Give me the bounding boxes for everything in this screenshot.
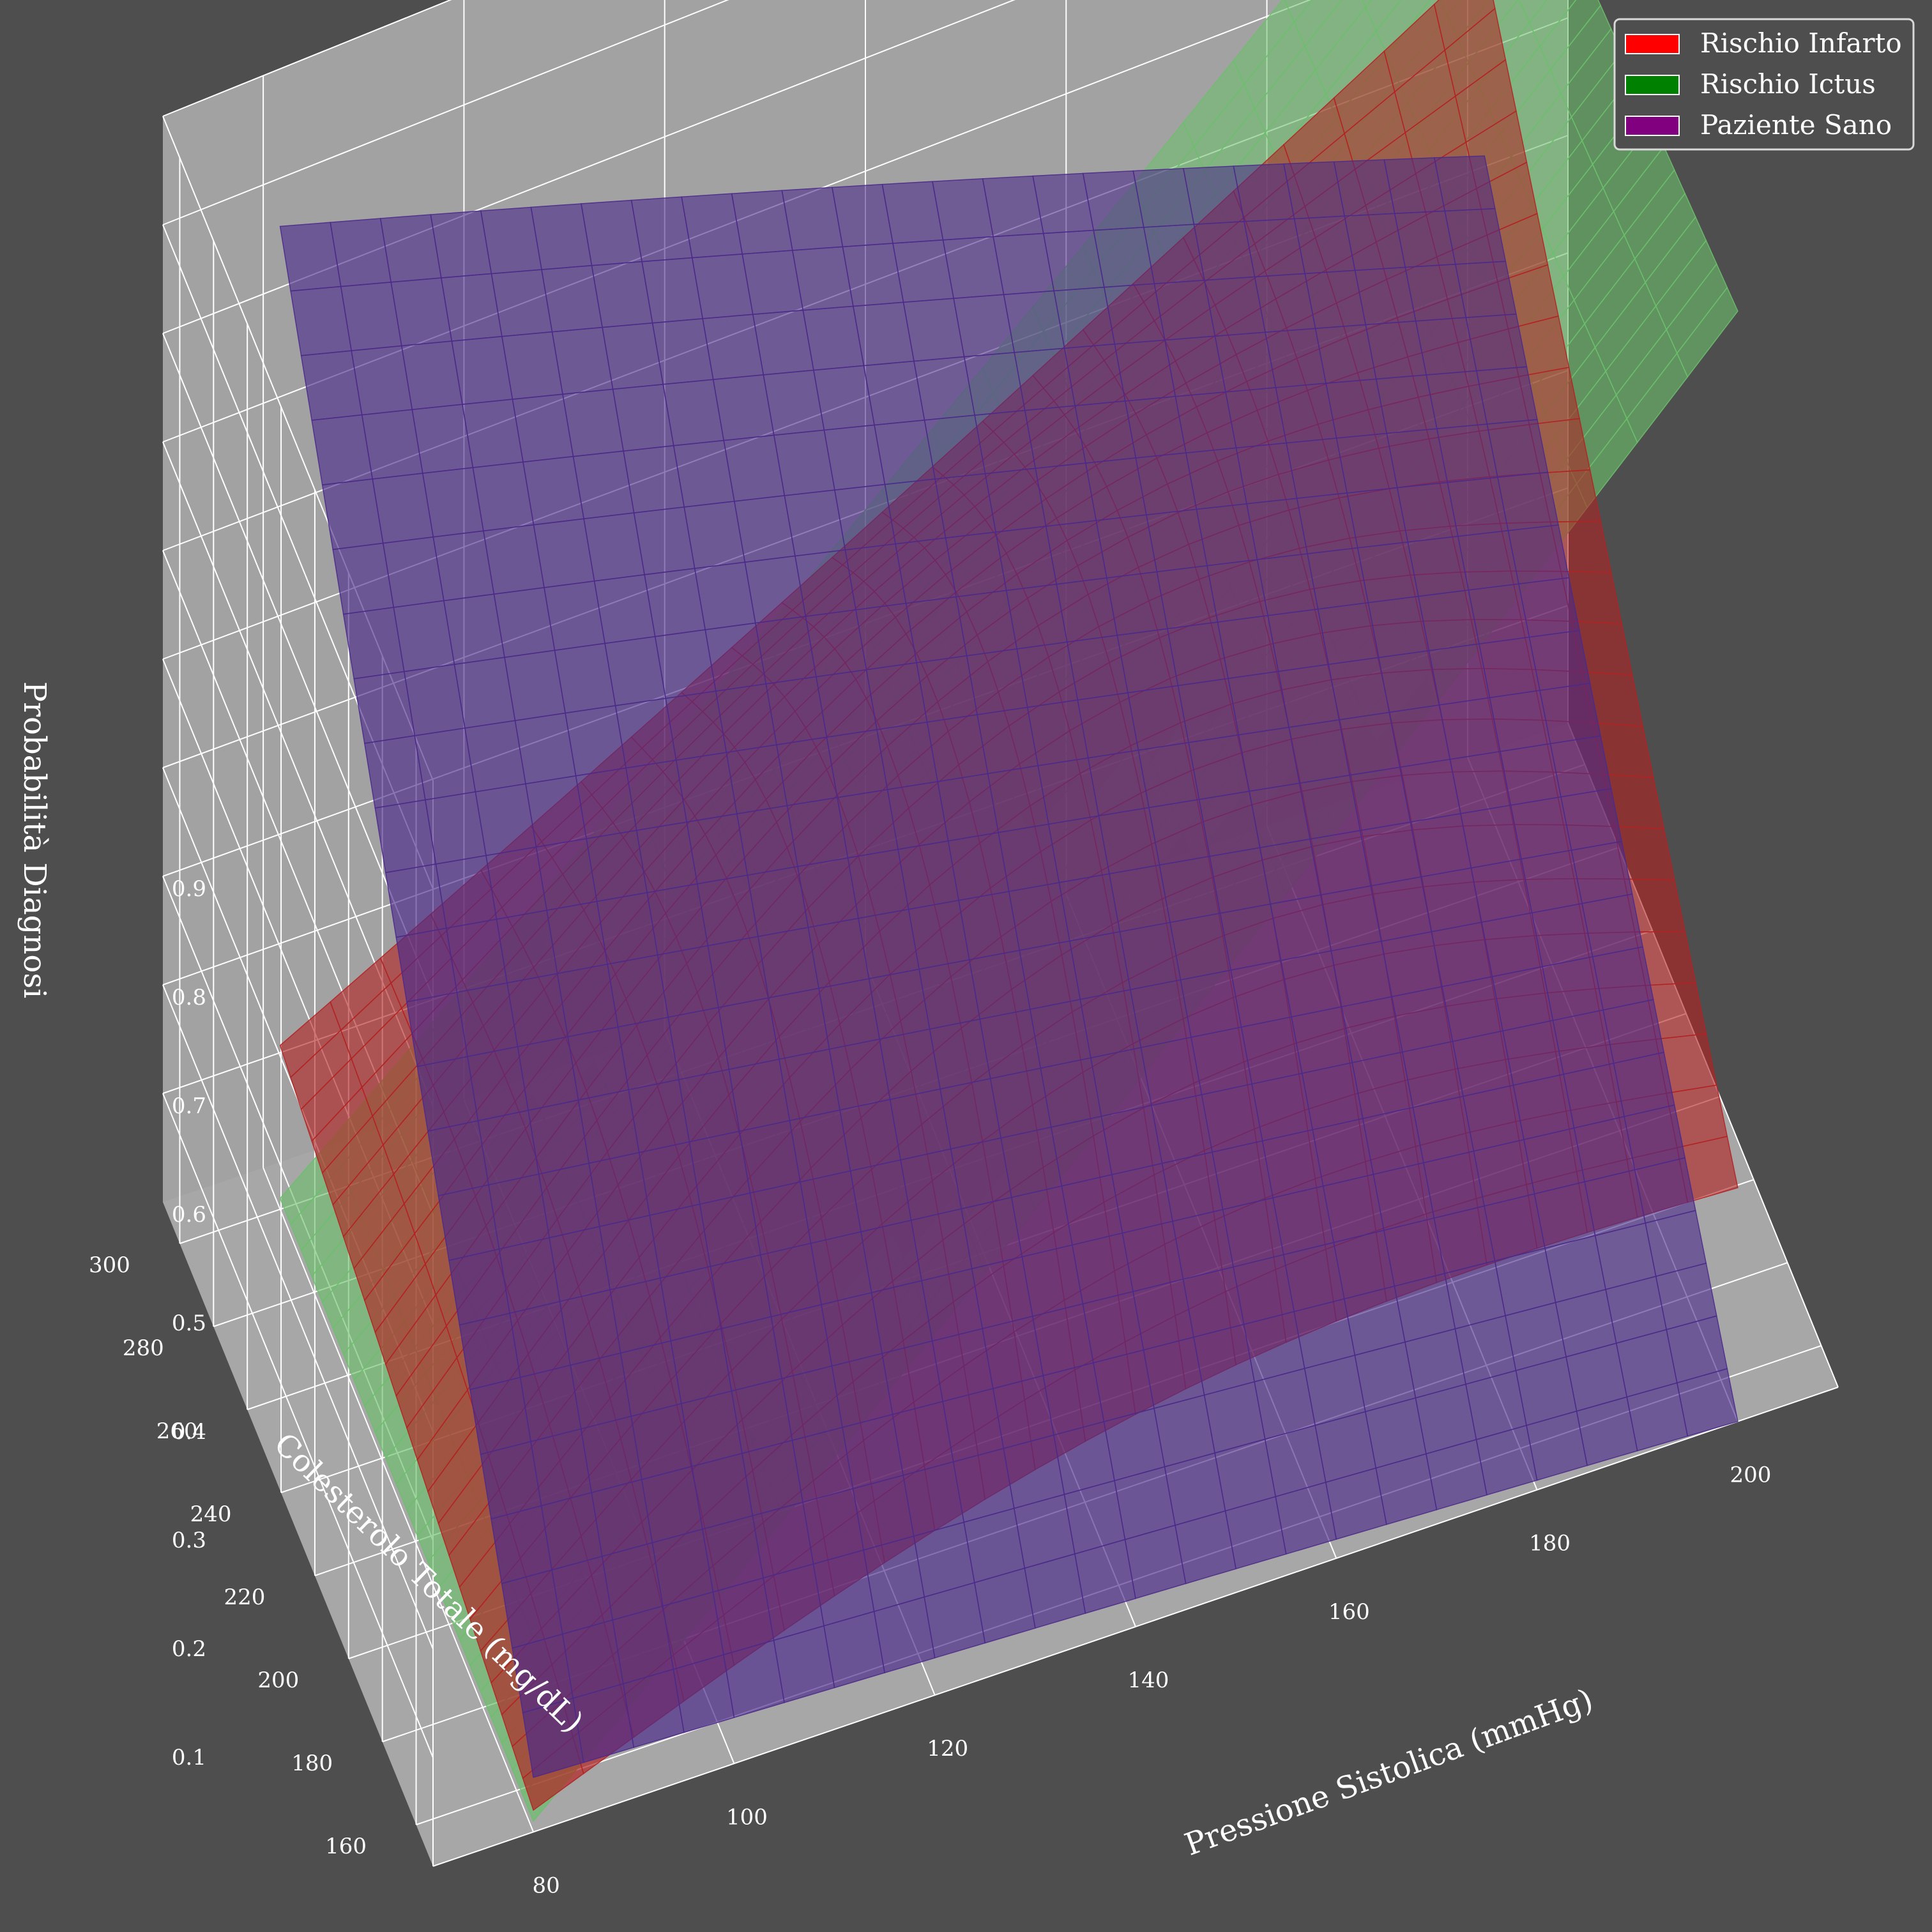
y-tick-label: 280 <box>123 1335 164 1361</box>
surface-cell <box>290 285 353 356</box>
surface-cell <box>1362 0 1373 8</box>
z-tick-label: 0.4 <box>172 1419 206 1445</box>
x-tick-label: 120 <box>927 1736 968 1761</box>
surface-cell <box>332 542 395 615</box>
surface-cell <box>427 1120 489 1197</box>
legend-label: Paziente Sano <box>1700 109 1892 141</box>
y-tick-label: 220 <box>224 1585 265 1610</box>
z-tick-label: 0.6 <box>172 1202 206 1228</box>
legend-swatch <box>1625 34 1680 54</box>
y-tick-label: 200 <box>257 1668 299 1693</box>
y-tick-label: 160 <box>325 1834 367 1859</box>
tick-labels: 80 100 120 140 160 180 200 160 180 200 220 240 260 28… <box>89 876 1771 1898</box>
legend-swatch <box>1625 116 1680 136</box>
y-tick-label: 240 <box>190 1502 232 1527</box>
x-tick-label: 200 <box>1730 1463 1771 1488</box>
x-tick-label: 140 <box>1128 1668 1169 1693</box>
surface-cell <box>491 1505 552 1585</box>
x-tick-label: 160 <box>1328 1599 1370 1625</box>
surface-paziente-sano <box>279 155 1738 1778</box>
surface-cell <box>459 1312 521 1390</box>
surface-cell <box>522 1698 584 1778</box>
y-tick-label: 300 <box>89 1252 130 1278</box>
z-tick-label: 0.5 <box>172 1311 206 1336</box>
gridline-z <box>162 1093 434 1758</box>
legend-label: Rischio Infarto <box>1700 27 1902 59</box>
gridline-x <box>262 1168 535 1832</box>
y-tick-label: 260 <box>156 1419 198 1444</box>
surface-cell <box>416 1056 479 1132</box>
legend-label: Rischio Ictus <box>1700 68 1876 100</box>
gridline-z <box>162 0 729 225</box>
z-tick-label: 0.7 <box>172 1093 206 1119</box>
surface-cell <box>469 1376 531 1455</box>
z-axis-label: Probabilità Diagnosi <box>17 681 52 998</box>
legend: Rischio Infarto Rischio Ictus Paziente San… <box>1613 18 1915 151</box>
surface-cell <box>437 1184 500 1261</box>
surface-cell <box>448 1248 510 1326</box>
x-tick-label: 180 <box>1529 1531 1571 1556</box>
legend-frame <box>1613 18 1915 151</box>
z-tick-label: 0.8 <box>172 985 206 1010</box>
z-tick-label: 0.1 <box>172 1745 206 1770</box>
y-tick-label: 180 <box>291 1751 333 1776</box>
x-tick-label: 100 <box>726 1804 768 1830</box>
surface-cell <box>311 414 374 486</box>
axis-edge <box>162 0 452 117</box>
surface-cell <box>300 350 363 421</box>
gridline-z <box>162 984 434 1650</box>
surface-cell <box>384 863 447 938</box>
z-tick-label: 0.9 <box>172 876 206 902</box>
surface-cell <box>395 927 458 1003</box>
z-tick-label: 0.2 <box>172 1636 206 1662</box>
surface-cell <box>406 991 468 1067</box>
surface-cell <box>572 1683 635 1763</box>
surface-cell <box>321 478 384 551</box>
legend-swatch <box>1625 75 1680 95</box>
surface-cell <box>374 799 437 874</box>
axis-edge <box>432 1387 1839 1867</box>
surface-cell <box>363 735 426 809</box>
surface-cell <box>353 671 416 744</box>
z-tick-label: 0.3 <box>172 1528 206 1553</box>
surface-cell <box>480 1441 542 1520</box>
x-tick-label: 80 <box>532 1873 559 1898</box>
surface-cell <box>342 607 405 680</box>
surface-cell <box>279 222 342 292</box>
surfaces <box>279 0 1738 1822</box>
